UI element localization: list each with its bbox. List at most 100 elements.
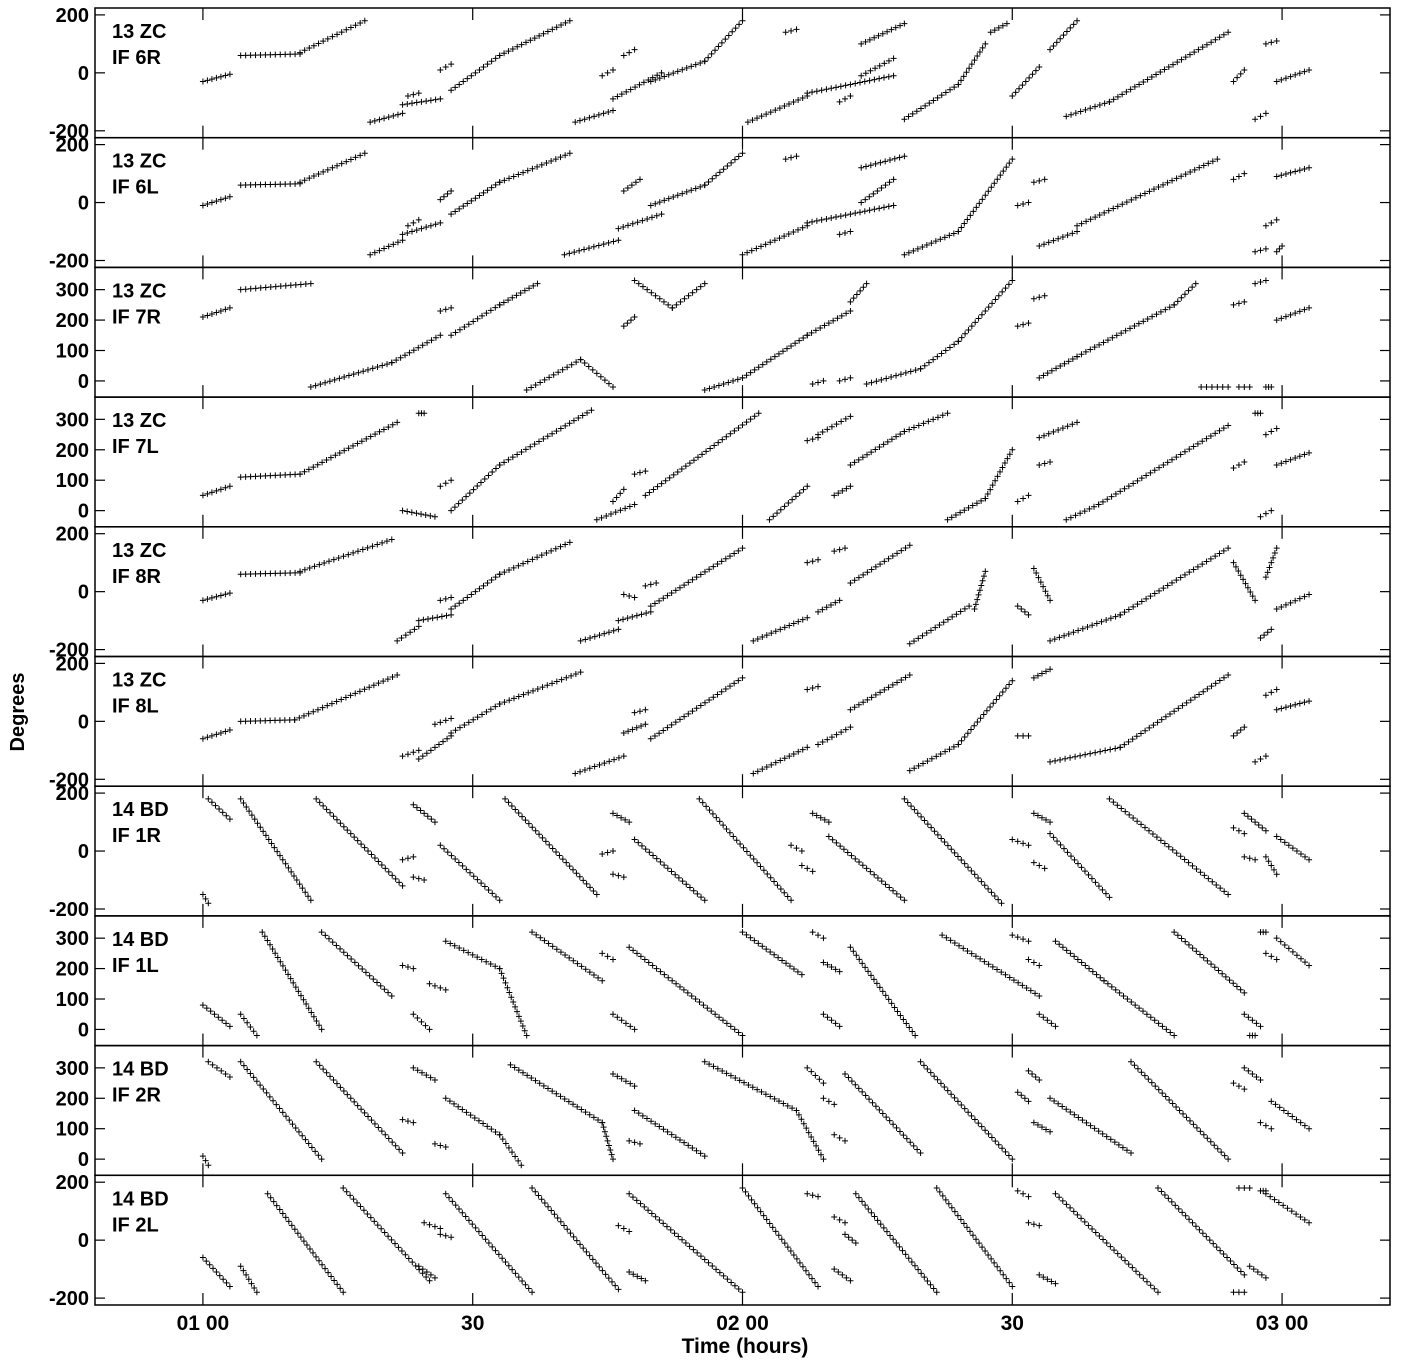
data-point (954, 853, 961, 860)
data-point (689, 289, 696, 296)
data-point (893, 433, 900, 440)
data-point (1237, 1268, 1244, 1275)
data-point (998, 969, 1005, 976)
data-point (676, 584, 683, 591)
data-point (766, 1220, 773, 1227)
data-point (820, 1095, 827, 1102)
data-point (478, 956, 485, 963)
data-point (727, 1023, 734, 1030)
data-point (237, 795, 244, 802)
data-point (570, 957, 577, 964)
data-point (972, 601, 979, 608)
data-point (437, 307, 444, 314)
data-point (333, 698, 340, 705)
data-point (836, 231, 843, 238)
data-point (566, 250, 573, 257)
data-point (427, 97, 434, 104)
data-point (410, 965, 417, 972)
data-point (1161, 1191, 1168, 1198)
data-point (662, 477, 669, 484)
data-point (830, 317, 837, 324)
data-point (934, 353, 941, 360)
data-point (1171, 929, 1178, 936)
data-point (1175, 705, 1182, 712)
data-point (781, 755, 788, 762)
data-point (518, 41, 525, 48)
data-point (1082, 106, 1089, 113)
data-point (665, 301, 672, 308)
data-point (754, 115, 761, 122)
data-point (1014, 934, 1021, 941)
data-point (605, 380, 612, 387)
data-point (1297, 850, 1304, 857)
data-point (982, 307, 989, 314)
data-point (1095, 501, 1102, 508)
data-point (747, 934, 754, 941)
data-point (1230, 980, 1237, 987)
data-point (522, 39, 529, 46)
data-point (1220, 547, 1227, 554)
data-point (1119, 91, 1126, 98)
data-point (599, 950, 606, 957)
data-point (586, 765, 593, 772)
data-point (1021, 608, 1028, 615)
data-point (1081, 868, 1088, 875)
data-point (1025, 1193, 1032, 1200)
data-point (1050, 43, 1057, 50)
data-point (367, 433, 374, 440)
data-point (1025, 199, 1032, 206)
data-point (1292, 455, 1299, 462)
data-point (996, 692, 1003, 699)
data-point (636, 469, 643, 476)
data-point (900, 1016, 907, 1023)
data-point (476, 66, 483, 73)
data-point (658, 211, 665, 218)
data-point (1030, 859, 1037, 866)
data-point (828, 423, 835, 430)
data-point (265, 836, 272, 843)
data-point (1208, 961, 1215, 968)
data-point (1067, 1204, 1074, 1211)
data-point (610, 1011, 616, 1018)
data-point (1070, 21, 1077, 28)
data-point (501, 50, 508, 57)
data-point (480, 582, 487, 589)
data-point (1110, 205, 1117, 212)
data-point (961, 1105, 968, 1112)
data-point (1045, 430, 1052, 437)
data-point (259, 929, 266, 936)
data-point (701, 1153, 708, 1160)
data-point (448, 715, 455, 722)
data-point (978, 311, 985, 318)
data-point (297, 471, 304, 478)
data-point (1306, 1125, 1313, 1132)
data-point (798, 862, 805, 869)
data-point (314, 706, 321, 713)
data-point (1189, 1219, 1196, 1226)
data-point (456, 326, 463, 333)
data-point (763, 1216, 770, 1223)
data-point (625, 728, 632, 735)
data-point (685, 579, 692, 586)
y-tick-label: 300 (56, 1058, 89, 1080)
data-point (751, 1200, 758, 1207)
data-point (813, 812, 820, 819)
data-point (1173, 850, 1180, 857)
data-point (987, 29, 994, 36)
data-point (718, 39, 725, 46)
data-point (1089, 622, 1096, 629)
data-point (564, 364, 571, 371)
data-point (972, 953, 979, 960)
data-point (1123, 199, 1130, 206)
data-point (865, 1205, 872, 1212)
data-point (670, 193, 677, 200)
data-point (804, 614, 811, 621)
data-point (442, 1232, 449, 1239)
data-point (1112, 986, 1119, 993)
data-point (942, 748, 949, 755)
data-point (758, 243, 764, 250)
data-point (1287, 599, 1294, 606)
data-point (448, 1234, 455, 1241)
data-point (993, 696, 1000, 703)
data-point (505, 799, 512, 806)
